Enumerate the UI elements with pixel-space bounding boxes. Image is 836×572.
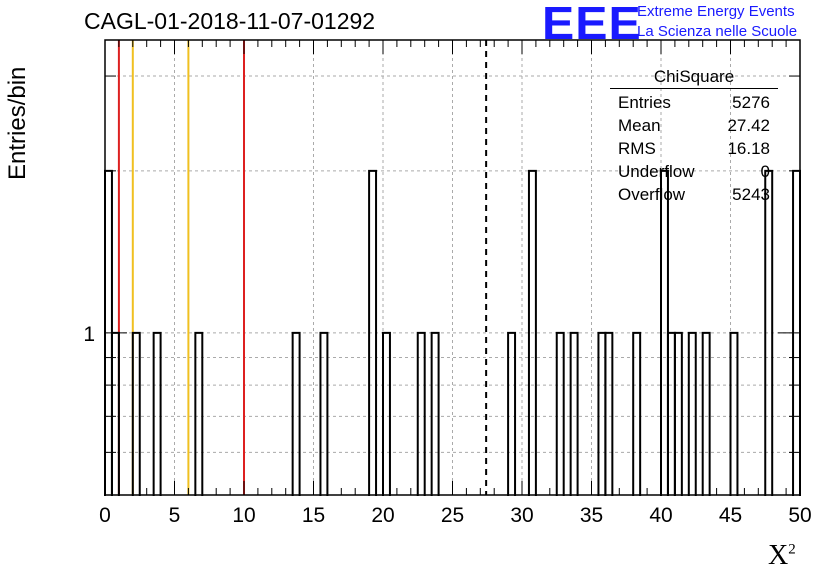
histogram-bar: [430, 331, 440, 496]
stats-title: ChiSquare: [610, 67, 778, 89]
histogram-bar: [382, 331, 391, 496]
x-tick-label: 5: [169, 504, 181, 527]
histogram-bar: [507, 331, 517, 496]
x-axis-label-text: X: [768, 540, 789, 571]
histogram-bar: [701, 331, 711, 496]
x-tick-label: 30: [510, 504, 533, 527]
stat-value: 27.42: [727, 116, 770, 135]
x-tick-label: 35: [580, 504, 603, 527]
histogram-bar: [416, 331, 426, 496]
histogram-bar: [729, 331, 739, 496]
histogram-bar: [368, 169, 378, 496]
histogram-bar: [131, 331, 141, 496]
stat-label: Overflow: [618, 185, 686, 204]
x-tick-label: 15: [302, 504, 325, 527]
stat-value: 5243: [732, 185, 770, 204]
stat-row-underflow: Underflow 0: [610, 160, 778, 183]
x-tick-label: 50: [788, 504, 811, 527]
x-tick-label: 0: [99, 504, 111, 527]
histogram-bar: [555, 331, 565, 496]
eee-logo: EEE: [542, 0, 642, 49]
stats-box: ChiSquare Entries 5276 Mean 27.42 RMS 16.18…: [610, 67, 778, 206]
histogram-bar: [194, 331, 204, 496]
logo-line-1: Extreme Energy Events: [637, 3, 795, 20]
stat-value: 0: [760, 162, 770, 181]
stat-value: 16.18: [727, 139, 770, 158]
y-tick-label: 1: [83, 323, 95, 346]
stat-label: RMS: [618, 139, 656, 158]
x-tick-label: 10: [232, 504, 255, 527]
histogram-bar: [319, 331, 329, 496]
histogram-bar: [687, 331, 697, 496]
histogram-bar: [569, 331, 579, 496]
stat-label: Underflow: [618, 162, 695, 181]
histogram-bar: [152, 331, 162, 496]
histogram-bar: [604, 331, 614, 496]
stat-label: Entries: [618, 93, 671, 112]
stat-value: 5276: [732, 93, 770, 112]
logo-line-2: La Scienza nelle Scuole: [637, 23, 798, 40]
stat-label: Mean: [618, 116, 661, 135]
x-tick-label: 20: [371, 504, 394, 527]
x-axis-label: X2: [768, 540, 796, 572]
stat-row-overflow: Overflow 5243: [610, 183, 778, 206]
axis-ticks: [104, 40, 801, 495]
chart-title: CAGL-01-2018-11-07-01292: [84, 8, 376, 34]
histogram-bar: [673, 331, 683, 496]
histogram-bar: [291, 331, 301, 496]
stat-row-entries: Entries 5276: [610, 91, 778, 114]
stat-row-mean: Mean 27.42: [610, 114, 778, 137]
x-axis-label-superscript: 2: [788, 541, 796, 558]
y-axis-label: Entries/bin: [4, 66, 31, 180]
histogram-bar: [764, 169, 774, 496]
histogram-bar: [632, 331, 642, 496]
histogram-bar: [527, 169, 537, 496]
x-tick-label: 25: [441, 504, 464, 527]
x-tick-label: 40: [649, 504, 672, 527]
tick-labels: 0 5 10 15 20 25 30 35 40 45 50 1: [83, 323, 811, 527]
x-tick-label: 45: [719, 504, 742, 527]
stat-row-rms: RMS 16.18: [610, 137, 778, 160]
